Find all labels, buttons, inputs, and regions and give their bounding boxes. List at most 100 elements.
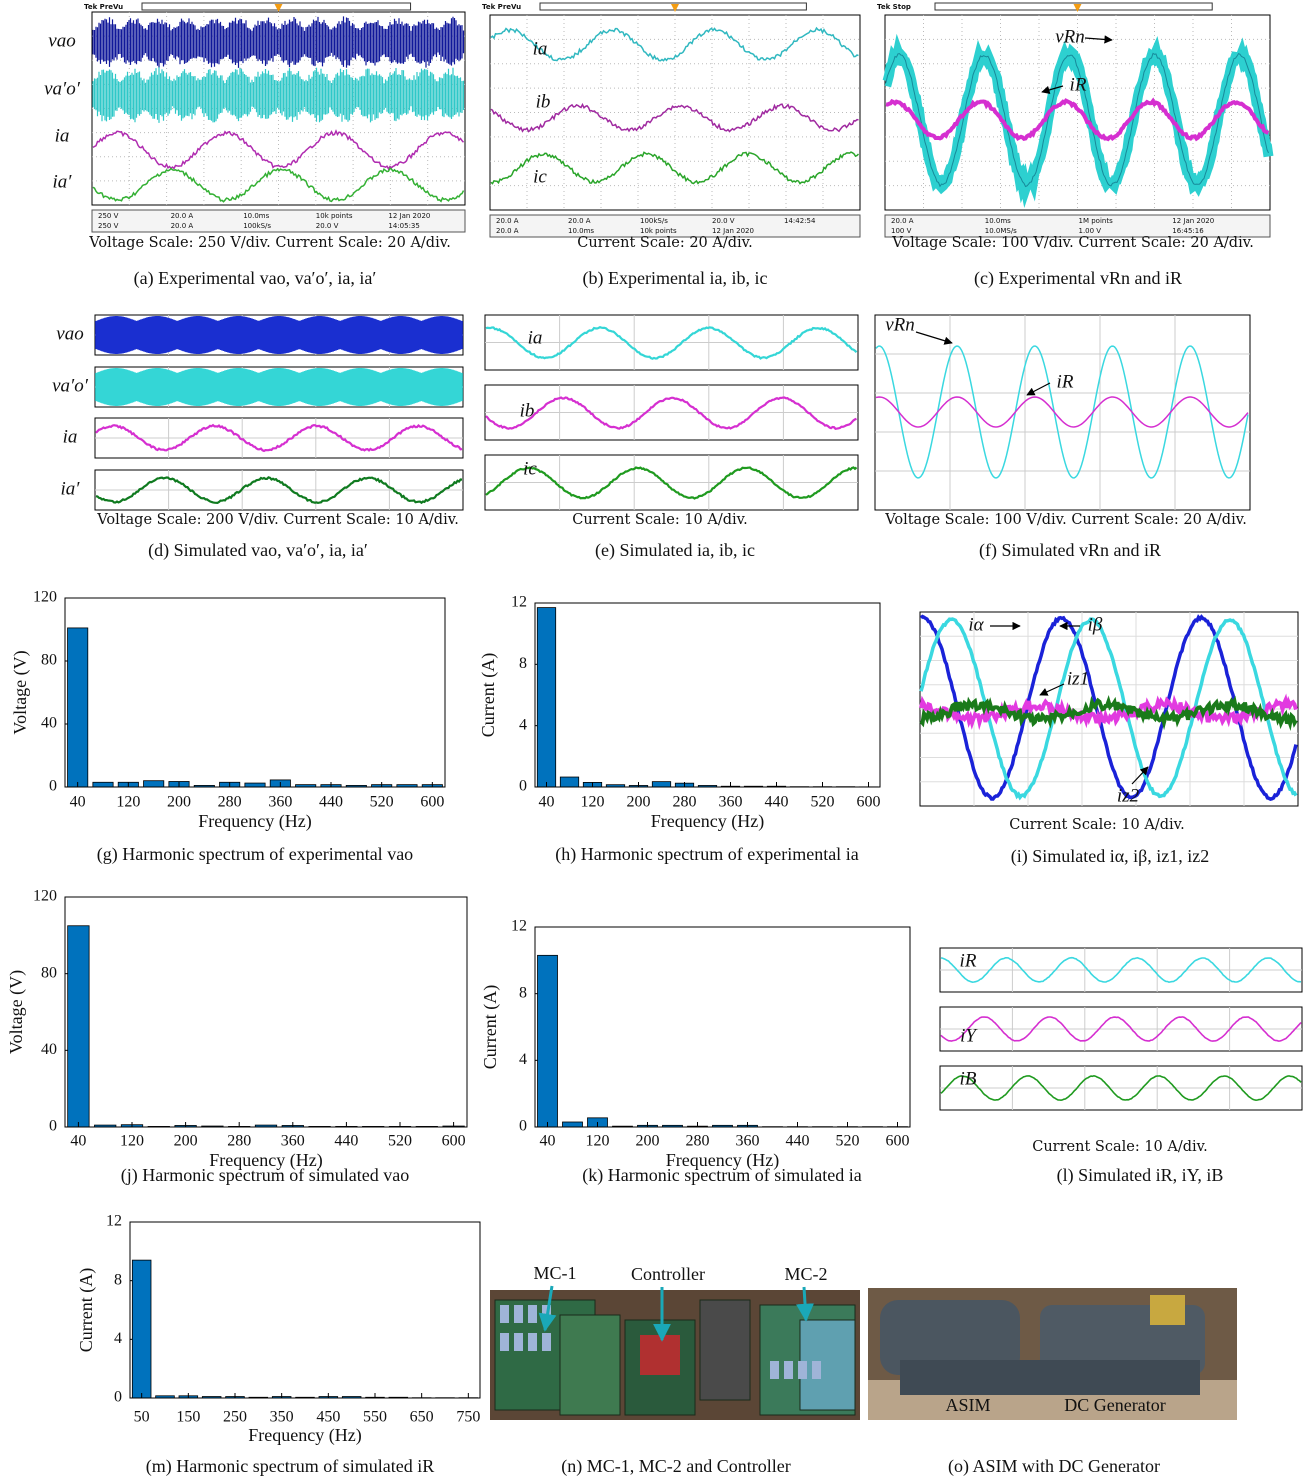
label: 360 [281,1133,305,1150]
label: (n) MC-1, MC-2 and Controller [561,1456,790,1477]
label: 20.0 A [171,222,194,230]
label: iz1 [1067,668,1089,689]
bar [132,1260,151,1398]
label: 40 [540,1133,556,1150]
label: vRn [885,314,915,335]
label: 12 Jan 2020 [712,227,754,235]
label: 520 [370,794,394,811]
arrow [804,1287,806,1320]
label: Controller [631,1264,705,1284]
component [500,1333,509,1351]
label: 14:05:35 [388,222,419,230]
label: 200 [174,1133,198,1150]
bar [538,955,558,1127]
label: 80 [41,964,57,981]
label: 520 [388,1133,412,1150]
bar [144,781,164,787]
label: 120 [116,794,140,811]
label: ia′ [53,171,73,192]
label: 20.0 V [316,222,339,230]
label: Current (A) [480,985,501,1069]
label: 40 [70,1133,86,1150]
component [514,1333,523,1351]
label: (a) Experimental vao, va′o′, ia, ia′ [134,268,377,289]
label: 120 [33,589,57,606]
label: 12 [511,918,527,935]
label: Current (A) [76,1268,97,1352]
figure: Tek PreVuvaova′o′iaia′250 V250 V20.0 A20… [0,0,1307,1479]
label: Voltage Scale: 200 V/div. Current Scale:… [96,512,459,528]
component [528,1333,537,1351]
label: 280 [227,1133,251,1150]
label: 1M points [1079,217,1114,225]
plot-frame [65,598,445,787]
label: 40 [539,794,555,811]
label: Tek Stop [877,3,911,11]
label: va′o′ [44,78,81,99]
label: 600 [886,1133,910,1150]
bar [68,628,88,787]
label: 20.0 A [496,217,519,225]
label: 10k points [316,212,353,220]
label: 600 [420,794,444,811]
label: 10.0MS/s [985,227,1017,235]
component [770,1361,779,1379]
label: vao [56,323,83,344]
label: 250 [223,1409,247,1426]
label: ia [533,38,548,59]
label: 8 [519,984,527,1001]
label: 360 [719,794,743,811]
label: 440 [765,794,789,811]
label: 520 [811,794,835,811]
label: 440 [786,1133,810,1150]
label: 350 [270,1409,294,1426]
label: 360 [736,1133,760,1150]
label: Frequency (Hz) [651,811,764,832]
label: 0 [49,778,57,795]
pwm-trace [96,368,462,406]
label: 40 [70,794,86,811]
label: MC-1 [533,1263,576,1283]
label: 280 [686,1133,710,1150]
label: iY [960,1025,978,1046]
label: 12 [511,594,527,611]
label: 20.0 A [891,217,914,225]
label: (d) Simulated vao, va′o′, ia, ia′ [148,540,368,561]
label: 12 Jan 2020 [1172,217,1214,225]
label: 20.0 A [568,217,591,225]
label: 4 [519,1051,527,1068]
label: (o) ASIM with DC Generator [948,1456,1160,1477]
label: iβ [1088,614,1103,635]
label: Current Scale: 10 A/div. [1032,1139,1207,1155]
bar [652,782,670,787]
label: 120 [120,1133,144,1150]
label: (k) Harmonic spectrum of simulated ia [582,1165,861,1186]
label: 100 V [891,227,912,235]
label: 0 [114,1389,122,1406]
label: 10.0ms [568,227,594,235]
label: 200 [636,1133,660,1150]
label: 20.0 A [496,227,519,235]
component [528,1305,537,1323]
label: Voltage (V) [6,970,27,1054]
label: (l) Simulated iR, iY, iB [1057,1165,1224,1186]
label: Current Scale: 10 A/div. [1009,817,1184,833]
component [812,1361,821,1379]
label: 440 [319,794,343,811]
label: (f) Simulated vRn and iR [979,540,1161,561]
label: 0 [519,1118,527,1135]
component [784,1361,793,1379]
label: 12 [106,1213,122,1230]
label: ia [528,327,543,348]
label: (b) Experimental ia, ib, ic [583,268,768,289]
label: 550 [363,1409,387,1426]
label: Frequency (Hz) [248,1425,361,1446]
label: Voltage Scale: 100 V/div. Current Scale:… [891,235,1254,251]
label: ia [55,125,70,146]
base [900,1360,1200,1395]
label: 120 [581,794,605,811]
bar [563,1122,583,1127]
label: 80 [41,652,57,669]
component [514,1305,523,1323]
label: 40 [41,1041,57,1058]
